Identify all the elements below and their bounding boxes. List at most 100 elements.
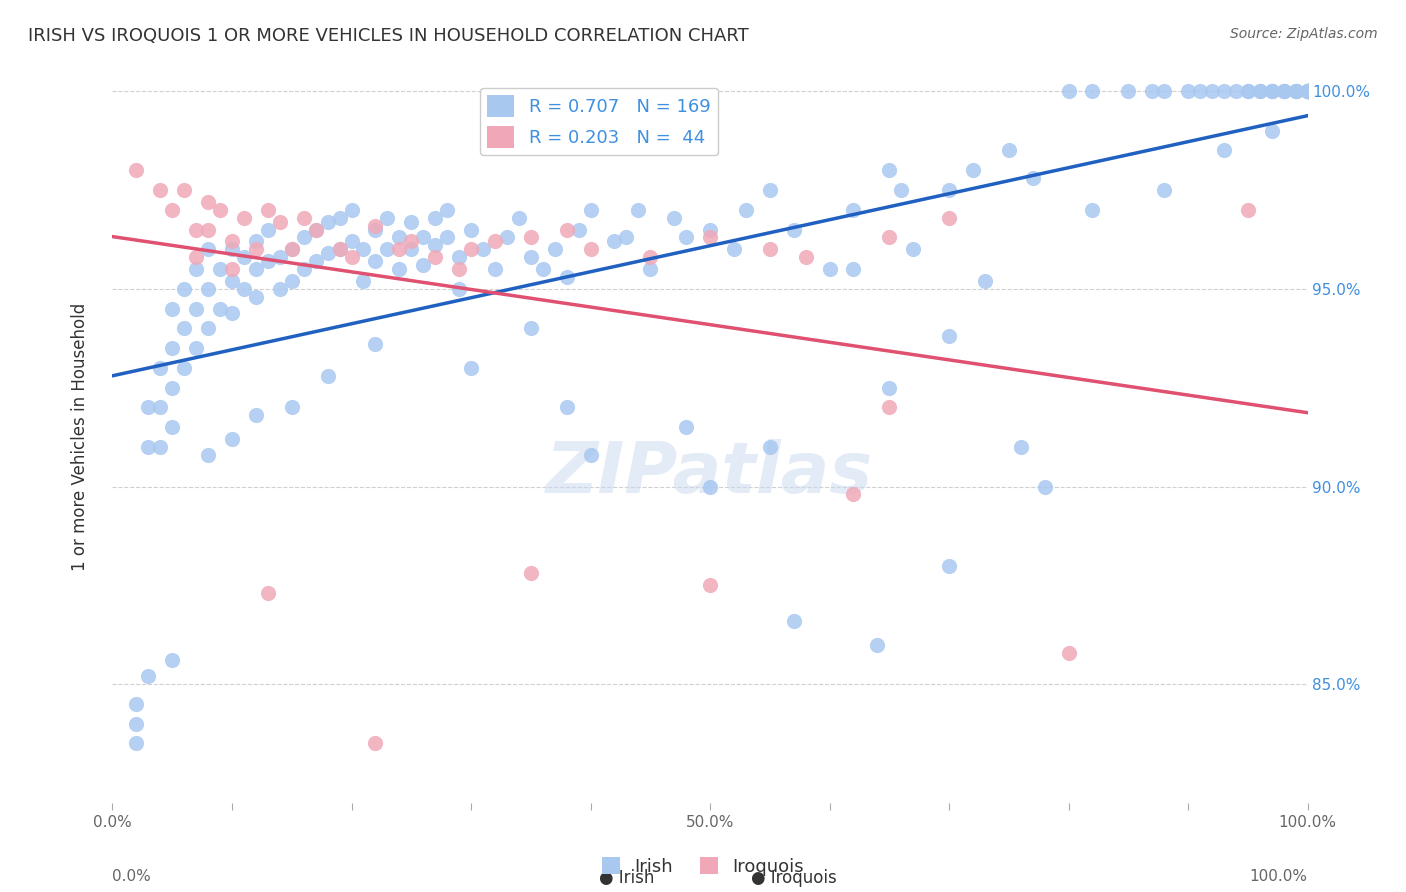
Point bbox=[186, 301, 208, 316]
Point bbox=[233, 282, 256, 296]
Point bbox=[292, 262, 315, 277]
Point bbox=[162, 420, 183, 434]
Point bbox=[1201, 84, 1223, 98]
Point bbox=[1249, 84, 1271, 98]
Point bbox=[401, 235, 423, 249]
Point bbox=[603, 235, 626, 249]
Point bbox=[579, 242, 602, 256]
Point bbox=[1272, 84, 1295, 98]
Point bbox=[1296, 84, 1319, 98]
Point bbox=[1142, 84, 1164, 98]
Point bbox=[496, 230, 519, 244]
Point bbox=[508, 211, 530, 225]
Point bbox=[1261, 84, 1284, 98]
Point bbox=[364, 254, 387, 268]
Point bbox=[1285, 84, 1308, 98]
Point bbox=[1261, 123, 1284, 137]
Point bbox=[1153, 84, 1175, 98]
Point bbox=[1057, 84, 1080, 98]
Point bbox=[186, 222, 208, 236]
Point bbox=[1081, 202, 1104, 217]
Point bbox=[903, 242, 925, 256]
Point bbox=[447, 282, 470, 296]
Point bbox=[1296, 84, 1319, 98]
Point bbox=[292, 230, 315, 244]
Point bbox=[162, 202, 183, 217]
Point bbox=[245, 262, 267, 277]
Point bbox=[664, 211, 686, 225]
Point bbox=[1296, 84, 1319, 98]
Point bbox=[1296, 84, 1319, 98]
Point bbox=[388, 242, 411, 256]
Point bbox=[1237, 202, 1260, 217]
Point bbox=[245, 235, 267, 249]
Point bbox=[412, 230, 434, 244]
Point bbox=[1022, 171, 1045, 186]
Text: ● Iroquois: ● Iroquois bbox=[751, 869, 837, 887]
Point bbox=[1237, 84, 1260, 98]
Point bbox=[543, 242, 565, 256]
Point bbox=[209, 262, 232, 277]
Point bbox=[1213, 144, 1236, 158]
Point bbox=[233, 250, 256, 264]
Point bbox=[759, 242, 782, 256]
Point bbox=[197, 242, 219, 256]
Point bbox=[138, 669, 160, 683]
Legend: Irish, Iroquois: Irish, Iroquois bbox=[595, 850, 811, 883]
Point bbox=[281, 274, 304, 288]
Point bbox=[627, 202, 650, 217]
Point bbox=[842, 487, 865, 501]
Point bbox=[162, 653, 183, 667]
Point bbox=[149, 360, 172, 375]
Point bbox=[484, 235, 506, 249]
Point bbox=[1296, 84, 1319, 98]
Point bbox=[1057, 646, 1080, 660]
Point bbox=[640, 262, 662, 277]
Point bbox=[197, 448, 219, 462]
Point bbox=[364, 222, 387, 236]
Point bbox=[316, 246, 339, 260]
Point bbox=[149, 183, 172, 197]
Point bbox=[340, 235, 363, 249]
Point bbox=[723, 242, 745, 256]
Point bbox=[759, 183, 782, 197]
Point bbox=[1296, 84, 1319, 98]
Point bbox=[1261, 84, 1284, 98]
Point bbox=[1296, 84, 1319, 98]
Point bbox=[1261, 84, 1284, 98]
Legend: R = 0.707   N = 169, R = 0.203   N =  44: R = 0.707 N = 169, R = 0.203 N = 44 bbox=[479, 87, 717, 155]
Point bbox=[447, 262, 470, 277]
Point bbox=[245, 409, 267, 423]
Point bbox=[125, 163, 148, 178]
Point bbox=[221, 235, 243, 249]
Point bbox=[364, 737, 387, 751]
Point bbox=[257, 586, 280, 600]
Point bbox=[173, 321, 195, 335]
Point bbox=[436, 202, 458, 217]
Point bbox=[173, 183, 195, 197]
Point bbox=[1010, 440, 1032, 454]
Point bbox=[257, 254, 280, 268]
Point bbox=[1118, 84, 1140, 98]
Point bbox=[1249, 84, 1271, 98]
Point bbox=[305, 254, 328, 268]
Point bbox=[401, 242, 423, 256]
Point bbox=[520, 321, 543, 335]
Point bbox=[1153, 183, 1175, 197]
Point bbox=[460, 360, 482, 375]
Point bbox=[555, 401, 578, 415]
Point bbox=[1296, 84, 1319, 98]
Text: Source: ZipAtlas.com: Source: ZipAtlas.com bbox=[1230, 27, 1378, 41]
Point bbox=[1081, 84, 1104, 98]
Point bbox=[555, 269, 578, 284]
Point bbox=[759, 440, 782, 454]
Point bbox=[890, 183, 912, 197]
Point bbox=[305, 222, 328, 236]
Point bbox=[269, 214, 291, 228]
Point bbox=[352, 274, 374, 288]
Point bbox=[1285, 84, 1308, 98]
Point bbox=[1296, 84, 1319, 98]
Point bbox=[1189, 84, 1212, 98]
Point bbox=[818, 262, 841, 277]
Point bbox=[305, 222, 328, 236]
